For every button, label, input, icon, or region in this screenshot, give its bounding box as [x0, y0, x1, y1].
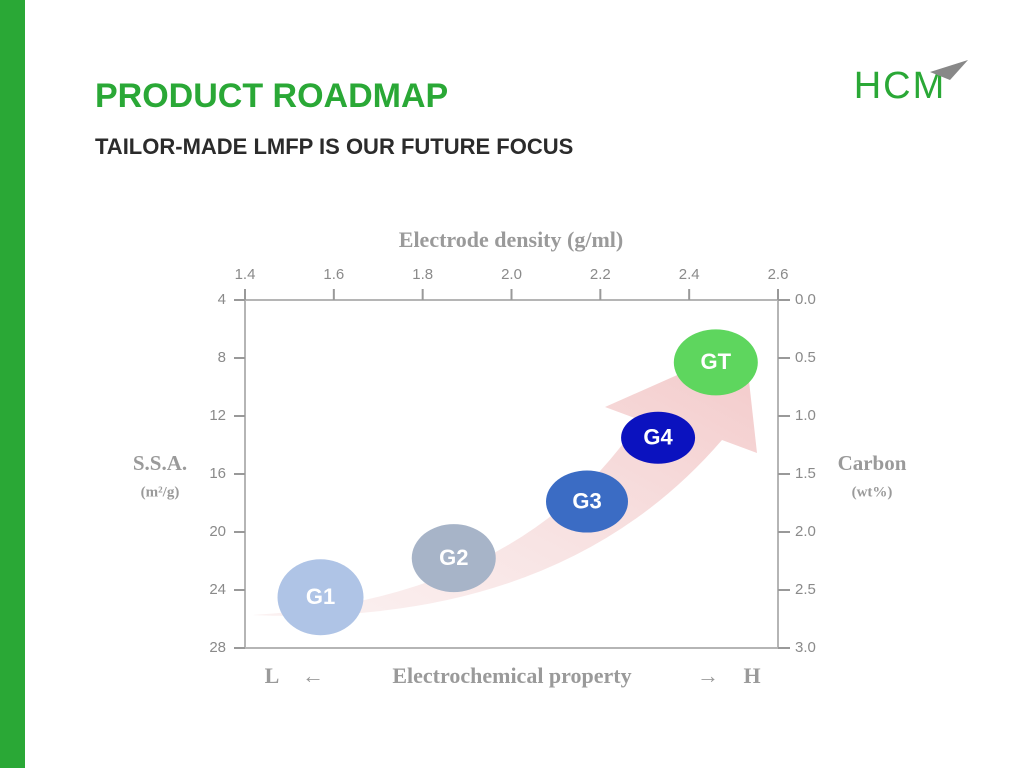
y2-tick-label: 1.5	[795, 465, 816, 482]
y2-tick-label: 2.0	[795, 523, 816, 540]
y2-tick-label: 3.0	[795, 639, 816, 656]
y2-tick-label: 1.0	[795, 407, 816, 424]
y-tick-label: 24	[209, 581, 226, 598]
y2-tick-label: 0.0	[795, 291, 816, 308]
bottom-title: Electrochemical property	[392, 663, 631, 688]
x-tick-label: 1.4	[235, 266, 256, 283]
trend-arrow	[252, 345, 757, 616]
y-axis-unit: (m²/g)	[141, 484, 180, 500]
y-tick-label: 20	[209, 523, 226, 540]
y2-axis-title: Carbon	[838, 451, 907, 475]
x-tick-label: 1.6	[323, 266, 344, 283]
bottom-high: H	[743, 663, 760, 688]
bottom-low: L	[265, 663, 280, 688]
y-tick-label: 12	[209, 407, 226, 424]
x-tick-label: 2.0	[501, 266, 522, 283]
bubble-label: GT	[701, 349, 732, 374]
logo: HCM	[854, 65, 947, 107]
y-tick-label: 4	[218, 291, 226, 308]
y2-axis-unit: (wt%)	[852, 484, 893, 500]
x-tick-label: 2.4	[679, 266, 700, 283]
logo-mark	[930, 60, 968, 80]
x-axis-title: Electrode density (g/ml)	[399, 227, 623, 252]
side-bar	[0, 0, 25, 768]
y-tick-label: 16	[209, 465, 226, 482]
bubble	[411, 524, 496, 593]
x-tick-label: 2.2	[590, 266, 611, 283]
bubble	[277, 559, 364, 636]
bubble-label: G4	[643, 425, 673, 450]
x-tick-label: 2.6	[768, 266, 789, 283]
y-tick-label: 28	[209, 639, 226, 656]
y2-tick-label: 0.5	[795, 349, 816, 366]
y-axis-title: S.S.A.	[133, 451, 187, 475]
bubble	[673, 329, 758, 396]
bottom-arrow-left: ←	[302, 663, 324, 688]
bottom-arrow-right: →	[697, 663, 719, 688]
bubble-label: G2	[439, 545, 468, 570]
bubble	[621, 411, 696, 464]
slide-subtitle: TAILOR-MADE LMFP IS OUR FUTURE FOCUS	[95, 134, 573, 159]
bubble	[546, 470, 629, 533]
bubble-label: G1	[306, 584, 335, 609]
y-tick-label: 8	[218, 349, 226, 366]
bubble-label: G3	[572, 488, 601, 513]
x-tick-label: 1.8	[412, 266, 433, 283]
y2-tick-label: 2.5	[795, 581, 816, 598]
slide-title: PRODUCT ROADMAP	[95, 77, 448, 115]
